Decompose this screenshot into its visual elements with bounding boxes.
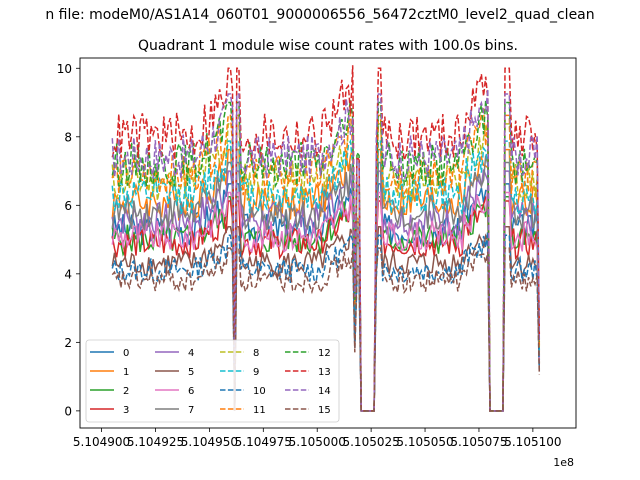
legend-label-6: 6 <box>188 386 194 397</box>
series-line-5 <box>111 225 541 412</box>
legend-label-13: 13 <box>318 367 331 378</box>
legend-label-15: 15 <box>318 405 331 416</box>
series-line-7 <box>111 155 541 412</box>
plot-area <box>111 65 541 412</box>
x-tick-label: 5.105075 <box>450 435 507 449</box>
legend-label-9: 9 <box>253 367 259 378</box>
series-line-15 <box>111 247 541 412</box>
x-tick-label: 5.105025 <box>342 435 399 449</box>
y-tick-label: 10 <box>57 62 72 76</box>
legend-label-2: 2 <box>123 386 129 397</box>
series-line-12 <box>111 99 541 412</box>
chart-title: Quadrant 1 module wise count rates with … <box>138 38 518 54</box>
x-tick-label: 5.105000 <box>289 435 346 449</box>
legend-label-12: 12 <box>318 348 331 359</box>
series-line-6 <box>111 185 541 412</box>
series-line-2 <box>111 188 541 412</box>
x-tick-label: 5.104925 <box>127 435 184 449</box>
series-line-9 <box>111 138 541 412</box>
x-tick-label: 5.104950 <box>181 435 238 449</box>
legend-label-7: 7 <box>188 405 194 416</box>
legend-label-10: 10 <box>253 386 266 397</box>
y-tick-label: 0 <box>64 404 72 418</box>
y-tick-label: 2 <box>64 336 72 350</box>
y-axis: 0 2 4 6 8 10 <box>57 62 80 418</box>
x-tick-label: 5.105100 <box>504 435 561 449</box>
legend-label-14: 14 <box>318 386 331 397</box>
legend-label-0: 0 <box>123 348 129 359</box>
y-tick-label: 8 <box>64 130 72 144</box>
legend-label-5: 5 <box>188 367 194 378</box>
legend-label-11: 11 <box>253 405 266 416</box>
series-line-4 <box>111 169 541 412</box>
x-axis: 5.1049005.1049255.1049505.1049755.105000… <box>73 428 562 449</box>
x-tick-label: 5.105050 <box>396 435 453 449</box>
x-offset-label: 1e8 <box>553 456 574 469</box>
x-tick-label: 5.104975 <box>235 435 292 449</box>
x-tick-label: 5.104900 <box>73 435 130 449</box>
series-line-3 <box>111 195 541 412</box>
legend-label-1: 1 <box>123 367 129 378</box>
legend-label-8: 8 <box>253 348 259 359</box>
legend-label-3: 3 <box>123 405 129 416</box>
legend-label-4: 4 <box>188 348 194 359</box>
legend-box <box>85 339 340 423</box>
y-tick-label: 4 <box>64 267 72 281</box>
series-line-13 <box>111 65 541 412</box>
y-tick-label: 6 <box>64 199 72 213</box>
series-line-14 <box>111 89 541 412</box>
axes-frame <box>79 57 577 429</box>
figure-suptitle: n file: modeM0/AS1A14_060T01_9000006556_… <box>45 7 594 23</box>
